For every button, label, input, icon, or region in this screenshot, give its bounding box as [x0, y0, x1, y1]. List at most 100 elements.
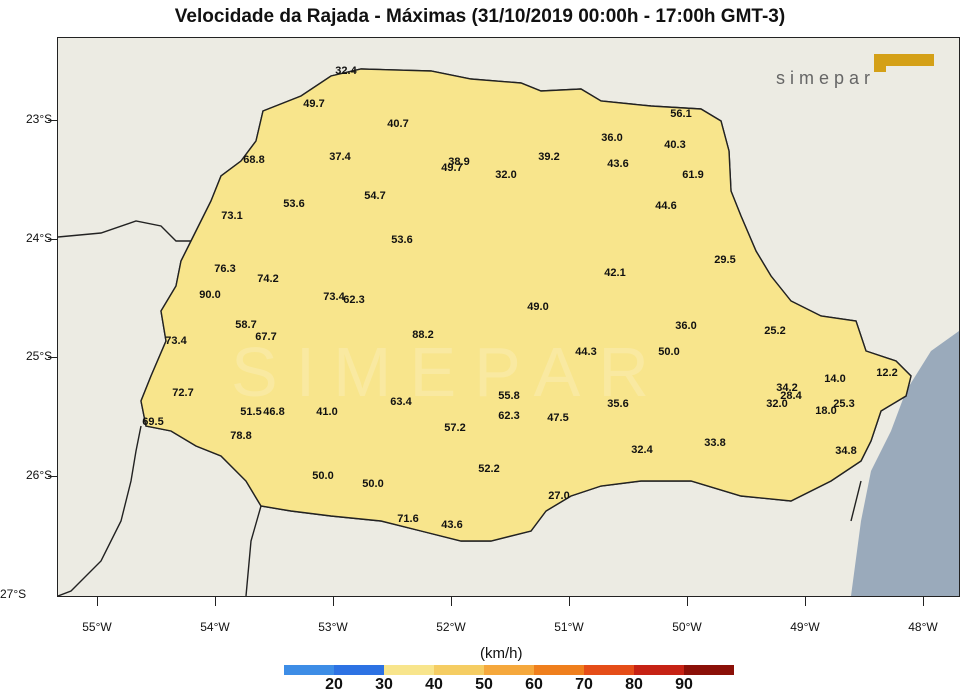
station-value-label: 42.1 — [604, 267, 625, 279]
station-value-label: 36.0 — [675, 320, 696, 332]
station-value-label: 35.6 — [607, 398, 628, 410]
station-value-label: 76.3 — [214, 263, 235, 275]
station-value-label: 88.2 — [412, 329, 433, 341]
station-value-label: 32.0 — [495, 169, 516, 181]
station-value-label: 44.3 — [575, 346, 596, 358]
y-tick-label: 24°S — [26, 231, 53, 245]
station-value-label: 47.5 — [547, 412, 568, 424]
station-value-label: 49.7 — [303, 98, 324, 110]
simepar-logo: simepar — [774, 52, 939, 88]
station-value-label: 57.2 — [444, 422, 465, 434]
y-tick-label: 25°S — [26, 349, 53, 363]
station-value-label: 32.4 — [631, 444, 653, 456]
station-value-label: 69.5 — [142, 416, 163, 428]
station-value-label: 12.2 — [876, 367, 897, 379]
x-tick-label: 52°W — [436, 620, 466, 634]
colorbar-tick-label: 20 — [325, 676, 343, 693]
station-value-label: 56.1 — [670, 108, 691, 120]
colorbar-segment — [534, 665, 584, 675]
station-value-label: 53.6 — [391, 234, 412, 246]
y-tick-label: 23°S — [26, 112, 53, 126]
station-value-label: 40.7 — [387, 118, 408, 130]
x-tick-label: 49°W — [790, 620, 820, 634]
colorbar-segment — [634, 665, 684, 675]
ocean — [851, 331, 959, 596]
station-value-label: 25.2 — [764, 325, 785, 337]
station-value-label: 43.6 — [607, 158, 628, 170]
paraná-map: SIMEPAR 49.7 32.4 40.7 36.0 56.1 40.3 37.4 38.9… — [58, 38, 959, 596]
border-santa-catarina — [850, 480, 862, 522]
station-value-label: 63.4 — [390, 396, 412, 408]
station-value-label: 50.0 — [312, 470, 333, 482]
station-value-label: 50.0 — [658, 346, 679, 358]
station-value-label: 28.4 — [780, 390, 802, 402]
map-area: SIMEPAR 49.7 32.4 40.7 36.0 56.1 40.3 37.4 38.9… — [57, 37, 960, 597]
legend-unit: (km/h) — [480, 645, 523, 662]
y-tick-label: 27°S — [0, 587, 27, 601]
station-value-label: 73.1 — [221, 210, 242, 222]
station-labels: 49.732.440.736.056.140.337.4 38.949.739.2… — [142, 65, 897, 531]
watermark: SIMEPAR — [231, 333, 667, 411]
colorbar-segment — [584, 665, 634, 675]
station-value-label: 39.2 — [538, 151, 559, 163]
station-value-label: 41.0 — [316, 406, 337, 418]
station-value-label: 33.8 — [704, 437, 725, 449]
border-paraguay — [58, 425, 142, 596]
station-value-label: 37.4 — [329, 151, 351, 163]
station-value-label: 14.0 — [824, 373, 845, 385]
station-value-label: 73.4 — [323, 291, 345, 303]
colorbar-segment — [284, 665, 334, 675]
border-argentina — [245, 505, 262, 596]
station-value-label: 32.0 — [766, 398, 787, 410]
station-value-label: 43.6 — [441, 519, 462, 531]
station-value-label: 73.4 — [165, 335, 187, 347]
x-tick-label: 50°W — [672, 620, 702, 634]
station-value-label: 32.4 — [335, 65, 357, 77]
logo-text: simepar — [776, 68, 875, 88]
colorbar-tick-label: 90 — [675, 676, 693, 693]
station-value-label: 44.6 — [655, 200, 676, 212]
x-tick-label: 51°W — [554, 620, 584, 634]
x-tick-label: 55°W — [82, 620, 112, 634]
station-value-label: 54.7 — [364, 190, 385, 202]
station-value-label: 72.7 — [172, 387, 193, 399]
station-value-label: 38.9 — [448, 156, 469, 168]
station-value-label: 74.2 — [257, 273, 278, 285]
colorbar-segment — [434, 665, 484, 675]
colorbar-tick-label: 80 — [625, 676, 643, 693]
colorbar-tick-label: 30 — [375, 676, 393, 693]
station-value-label: 36.0 — [601, 132, 622, 144]
station-value-label: 34.2 — [776, 382, 797, 394]
colorbar-segment — [384, 665, 434, 675]
station-value-label: 68.8 — [243, 154, 264, 166]
x-tick-label: 53°W — [318, 620, 348, 634]
station-value-label: 62.3 — [343, 294, 364, 306]
station-value-label: 46.8 — [263, 406, 284, 418]
station-value-label: 49.0 — [527, 301, 548, 313]
map-title: Velocidade da Rajada - Máximas (31/10/20… — [174, 6, 786, 27]
colorbar-segment — [484, 665, 534, 675]
colorbar-tick-label: 70 — [575, 676, 593, 693]
station-value-label: 62.3 — [498, 410, 519, 422]
x-tick-label: 48°W — [908, 620, 938, 634]
station-value-label: 58.7 — [235, 319, 256, 331]
station-value-label: 51.5 — [240, 406, 261, 418]
station-value-label: 53.6 — [283, 198, 304, 210]
station-value-label: 55.8 — [498, 390, 519, 402]
station-value-label: 90.0 — [199, 289, 220, 301]
station-value-label: 49.7 — [441, 162, 462, 174]
station-value-label: 34.8 — [835, 445, 856, 457]
station-value-label: 50.0 — [362, 478, 383, 490]
station-value-label: 40.3 — [664, 139, 685, 151]
station-value-label: 52.2 — [478, 463, 499, 475]
colorbar-tick-label: 60 — [525, 676, 543, 693]
station-value-label: 18.0 — [815, 405, 836, 417]
colorbar-segment — [334, 665, 384, 675]
station-value-label: 61.9 — [682, 169, 703, 181]
station-value-label: 25.3 — [833, 398, 854, 410]
colorbar-segment — [684, 665, 734, 675]
station-value-label: 67.7 — [255, 331, 276, 343]
x-tick-label: 54°W — [200, 620, 230, 634]
colorbar-tick-label: 40 — [425, 676, 443, 693]
border-mato-grosso — [58, 220, 191, 242]
